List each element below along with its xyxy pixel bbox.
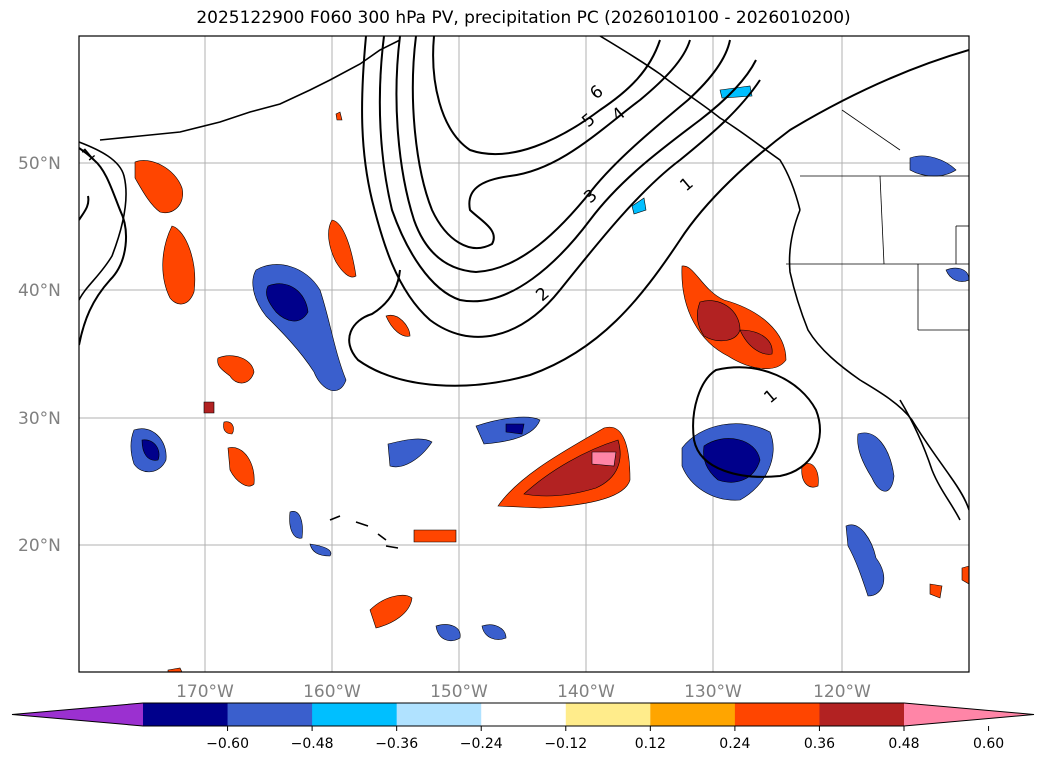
colorbar-tick-label: −0.36 [375, 736, 418, 752]
lon-label-150w: 150°W [430, 682, 488, 702]
precip-blob-positive [591, 451, 617, 467]
colorbar-tick-label: −0.12 [544, 736, 587, 752]
colorbar-tick-label: −0.48 [291, 736, 334, 752]
lat-label-20n: 20°N [18, 536, 61, 556]
colorbar-segment [734, 703, 820, 726]
precip-blob-negative [266, 283, 309, 322]
colorbar-segment [396, 703, 482, 726]
pv-label-3: 3 [580, 186, 601, 208]
lon-label-130w: 130°W [684, 682, 742, 702]
lat-label-30n: 30°N [18, 409, 61, 429]
precip-blob-positive [162, 225, 196, 305]
lon-label-160w: 160°W [303, 682, 361, 702]
precip-blob-positive [697, 300, 741, 342]
colorbar-segment [227, 703, 313, 726]
colorbar [11, 702, 1035, 727]
asia-coast [79, 141, 127, 301]
precip-blob-positive [227, 447, 255, 487]
pv-contour-1-main [348, 49, 969, 387]
pv-contours [79, 36, 969, 478]
graticule [79, 36, 969, 672]
latitude-labels: 50°N 40°N 30°N 20°N [18, 154, 61, 556]
aleutian-chain [99, 39, 401, 141]
colorbar-outline [11, 702, 1035, 727]
colorbar-segment [481, 703, 567, 726]
colorbar-segment [650, 703, 736, 726]
precip-blob-negative [505, 423, 525, 435]
colorbar-tick-label: 0.24 [719, 736, 750, 752]
colorbar-segment [819, 703, 905, 726]
pv-contour-1-west [79, 147, 127, 346]
pv-contour-3 [378, 36, 757, 303]
colorbar-extend-low [12, 703, 143, 726]
map-title: 2025122900 F060 300 hPa PV, precipitatio… [196, 8, 851, 28]
state-borders [786, 109, 969, 331]
precip-blob-positive [801, 463, 819, 488]
precip-blob-positive [413, 529, 457, 543]
map-frame [78, 35, 970, 673]
colorbar-tick-label: −0.60 [206, 736, 249, 752]
pv-contour-6 [432, 36, 661, 156]
precip-blob-negative [945, 267, 969, 282]
precip-blob-negative [309, 543, 332, 557]
colorbar-tick-label: 0.48 [888, 736, 919, 752]
colorbar-tick-label: 0.36 [804, 736, 835, 752]
precip-anomaly-shading [130, 85, 969, 672]
pv-label-1-closed: 1 [760, 386, 781, 408]
colorbar-tick-label: 0.60 [973, 736, 1004, 752]
precip-blob-negative [435, 624, 461, 641]
longitude-labels: 170°W 160°W 150°W 140°W 130°W 120°W [176, 682, 871, 702]
precip-blob-negative [481, 624, 507, 640]
hawaii-islands [329, 515, 399, 549]
lon-label-120w: 120°W [813, 682, 871, 702]
precip-blob-negative [167, 667, 183, 672]
precip-blob-positive [203, 401, 215, 414]
colorbar-tick-labels: −0.60 −0.48 −0.36 −0.24 −0.12 0.12 0.24 0.36 0.4… [206, 726, 1004, 752]
precip-blob-negative [703, 438, 761, 483]
precip-blob-positive [328, 219, 357, 278]
baja-peninsula [899, 399, 961, 521]
precip-blob-positive [739, 329, 773, 355]
precip-blob-negative [631, 197, 647, 215]
colorbar-segment [565, 703, 651, 726]
precip-blob-positive [217, 355, 255, 384]
precip-blob-negative [289, 511, 303, 539]
lat-label-50n: 50°N [18, 154, 61, 174]
pv-label-6: 6 [586, 82, 607, 104]
precip-blob-negative [845, 524, 885, 597]
precip-blob-positive [223, 421, 234, 435]
precip-blob-negative [387, 438, 433, 468]
colorbar-tick-label: 0.12 [635, 736, 666, 752]
pv-contour-1-closed [692, 366, 821, 478]
precip-blob-positive [369, 595, 413, 629]
pv-contour-4 [395, 36, 731, 274]
pv-contour-2 [361, 36, 761, 338]
precip-blob-positive [385, 315, 411, 337]
alaska-south-coast [599, 36, 801, 211]
lon-label-170w: 170°W [176, 682, 234, 702]
precip-blob-negative [909, 155, 957, 177]
colorbar-extend-high [904, 703, 1034, 726]
precip-blob-positive [929, 583, 943, 599]
precip-blob-positive [961, 565, 969, 585]
pv-contour-1-hook [79, 195, 90, 221]
lat-label-40n: 40°N [18, 281, 61, 301]
lon-label-140w: 140°W [557, 682, 615, 702]
map-plot-area: 1 1 2 3 4 5 6 1 [79, 36, 969, 672]
colorbar-tick-label: −0.24 [460, 736, 503, 752]
colorbar-segment [312, 703, 398, 726]
coastlines [79, 36, 969, 549]
precip-blob-negative [335, 111, 343, 121]
precip-blob-positive [134, 160, 183, 214]
precip-blob-negative [141, 439, 160, 461]
pv-label-1-main: 1 [676, 174, 697, 196]
precip-blob-negative [857, 432, 895, 492]
pv-contour-5 [411, 36, 691, 249]
colorbar-segment [143, 703, 229, 726]
na-west-coast [788, 209, 969, 511]
